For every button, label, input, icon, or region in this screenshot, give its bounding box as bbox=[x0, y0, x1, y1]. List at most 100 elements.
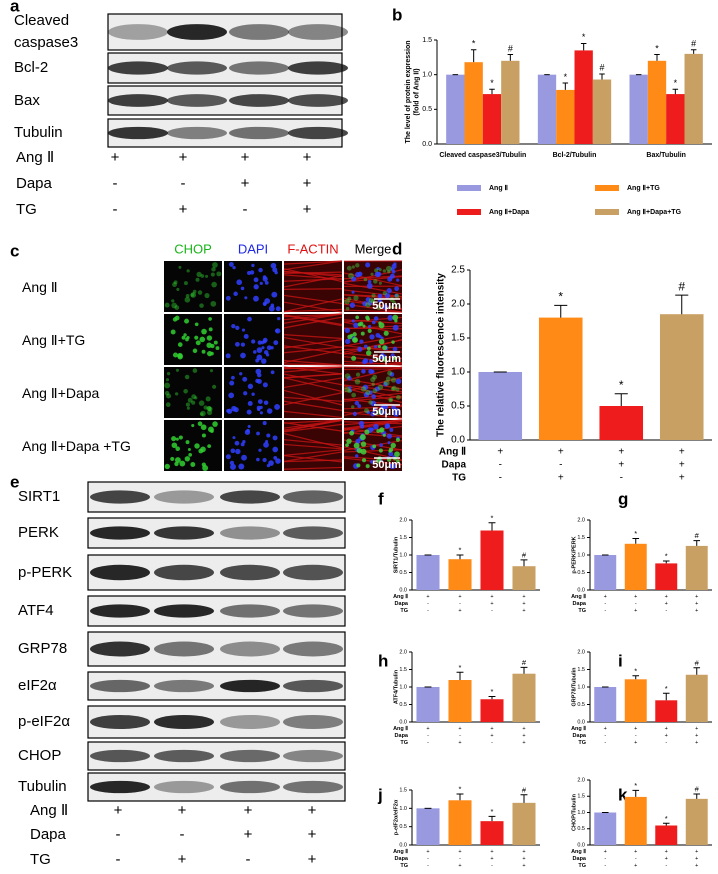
nucleus bbox=[376, 458, 382, 464]
actin-fiber bbox=[283, 314, 343, 326]
legend-label: Ang Ⅱ+Dapa bbox=[489, 208, 529, 216]
significance-marker: # bbox=[522, 550, 527, 559]
blot-band bbox=[288, 126, 348, 140]
bar bbox=[685, 545, 708, 590]
condition-sign: + bbox=[490, 733, 493, 739]
nucleus bbox=[240, 342, 246, 347]
condition-sign: + bbox=[303, 201, 312, 218]
nucleus bbox=[391, 405, 396, 411]
y-axis-title: (fold of Ang II) bbox=[414, 68, 421, 115]
panel-label: i bbox=[618, 651, 623, 670]
condition-sign: - bbox=[491, 863, 493, 869]
nucleus bbox=[186, 335, 190, 340]
nucleus bbox=[387, 276, 393, 282]
nucleus bbox=[247, 383, 254, 389]
nucleus bbox=[392, 300, 396, 305]
y-tick-label: 0.0 bbox=[451, 435, 465, 446]
blot-band bbox=[288, 94, 348, 107]
condition-sign: - bbox=[665, 740, 667, 746]
condition-label: Ang Ⅱ bbox=[393, 725, 408, 732]
nucleus bbox=[200, 274, 205, 278]
nucleus bbox=[176, 287, 180, 291]
nucleus bbox=[191, 423, 195, 428]
condition-sign: + bbox=[179, 201, 188, 218]
nucleus bbox=[395, 387, 400, 392]
nucleus bbox=[396, 278, 400, 282]
micrograph bbox=[164, 314, 222, 365]
bar bbox=[416, 687, 440, 722]
nucleus bbox=[377, 293, 383, 299]
blot-label: Tubulin bbox=[14, 124, 63, 141]
nucleus bbox=[368, 297, 374, 303]
nucleus bbox=[200, 410, 206, 417]
y-tick-label: 0.0 bbox=[399, 587, 407, 593]
nucleus bbox=[366, 317, 370, 321]
bar bbox=[512, 673, 536, 722]
nucleus bbox=[344, 298, 350, 305]
nucleus bbox=[173, 280, 178, 285]
actin-fiber bbox=[343, 272, 403, 287]
condition-sign: + bbox=[522, 733, 525, 739]
nucleus bbox=[360, 331, 365, 336]
nucleus bbox=[363, 392, 370, 398]
condition-sign: - bbox=[181, 175, 186, 192]
condition-label: Ang Ⅱ bbox=[30, 802, 68, 819]
actin-fiber bbox=[283, 334, 343, 340]
blot-band bbox=[154, 641, 214, 657]
condition-sign: + bbox=[695, 740, 698, 746]
significance-marker: # bbox=[599, 63, 604, 73]
error-bar bbox=[654, 54, 660, 61]
nucleus bbox=[353, 442, 360, 449]
actin-fiber bbox=[343, 297, 403, 311]
condition-sign: + bbox=[522, 594, 525, 600]
y-tick-label: 1.5 bbox=[451, 333, 465, 344]
condition-sign: + bbox=[679, 472, 685, 483]
condition-sign: - bbox=[427, 856, 429, 862]
nucleus bbox=[394, 293, 399, 298]
nucleus bbox=[253, 350, 257, 354]
nucleus bbox=[346, 265, 352, 271]
nucleus bbox=[238, 463, 245, 470]
error-bar bbox=[580, 42, 587, 51]
nucleus bbox=[353, 322, 359, 329]
blot-band bbox=[283, 564, 343, 581]
significance-marker: * bbox=[634, 529, 637, 538]
actin-fiber bbox=[283, 294, 343, 305]
significance-marker: * bbox=[558, 290, 563, 304]
condition-sign: - bbox=[116, 851, 121, 868]
blot-band bbox=[154, 679, 214, 693]
x-tick-label: Bax/Tubulin bbox=[646, 152, 686, 159]
nucleus bbox=[382, 433, 386, 437]
y-tick-label: 1.5 bbox=[399, 787, 407, 793]
blot-band bbox=[167, 94, 227, 107]
nucleus bbox=[170, 456, 175, 461]
condition-sign: + bbox=[634, 608, 637, 614]
condition-sign: + bbox=[308, 802, 317, 819]
actin-fiber bbox=[343, 352, 403, 360]
condition-label: Ang Ⅱ bbox=[22, 279, 58, 295]
condition-sign: - bbox=[427, 733, 429, 739]
condition-sign: - bbox=[243, 201, 248, 218]
y-tick-label: 2.0 bbox=[399, 517, 407, 523]
nucleus bbox=[372, 374, 378, 380]
bar bbox=[512, 566, 536, 590]
nucleus bbox=[264, 281, 269, 285]
nucleus bbox=[195, 277, 200, 282]
error-bar bbox=[489, 88, 495, 95]
actin-fiber bbox=[283, 275, 343, 288]
condition-sign: + bbox=[634, 740, 637, 746]
nucleus bbox=[256, 431, 260, 436]
actin-fiber bbox=[343, 376, 403, 393]
nucleus bbox=[396, 394, 401, 400]
condition-sign: + bbox=[558, 446, 564, 457]
nucleus bbox=[344, 327, 350, 333]
nucleus bbox=[172, 317, 178, 322]
significance-marker: * bbox=[491, 513, 494, 522]
nucleus bbox=[197, 290, 203, 295]
blot-label: eIF2α bbox=[18, 677, 57, 694]
condition-sign: + bbox=[604, 726, 607, 732]
actin-fiber bbox=[283, 373, 343, 386]
condition-sign: + bbox=[179, 149, 188, 166]
nucleus bbox=[164, 382, 171, 389]
